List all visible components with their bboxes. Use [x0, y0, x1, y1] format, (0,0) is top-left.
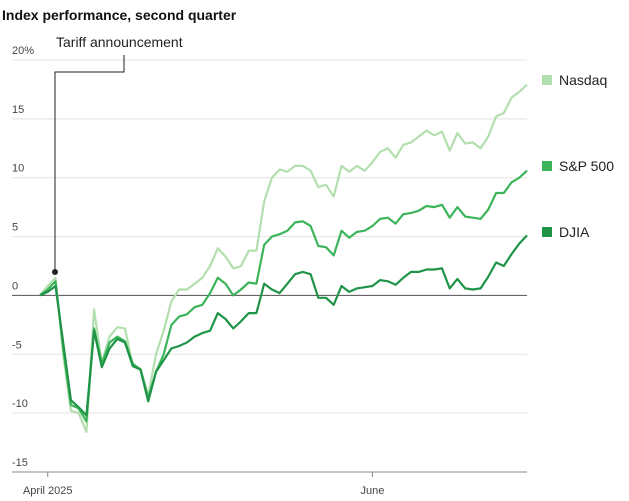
legend-label: Nasdaq: [559, 72, 607, 88]
legend-swatch: [542, 161, 552, 171]
y-tick-label: -10: [12, 398, 28, 410]
annotation: Tariff announcement: [56, 34, 183, 50]
y-tick-label: 0: [12, 280, 18, 292]
legend-label: S&P 500: [559, 158, 614, 174]
legend-swatch: [542, 227, 552, 237]
series-line: [39, 83, 528, 434]
legend-swatch: [542, 75, 552, 85]
x-tick-label: June: [360, 485, 384, 497]
y-tick-label: 5: [12, 222, 18, 234]
y-tick-label: 15: [12, 104, 24, 116]
legend-label: DJIA: [559, 224, 590, 240]
y-tick-label: -5: [12, 339, 22, 351]
x-tick-label: April 2025: [23, 485, 73, 497]
y-tick-label: 10: [12, 163, 24, 175]
chart-title: Index performance, second quarter: [2, 7, 237, 23]
y-tick-label: 20%: [12, 45, 34, 57]
annotation-dot: [52, 269, 58, 275]
annotation-leader: [54, 55, 125, 272]
series-line: [39, 169, 528, 423]
series-line: [39, 234, 528, 417]
y-tick-label: -15: [12, 457, 28, 469]
